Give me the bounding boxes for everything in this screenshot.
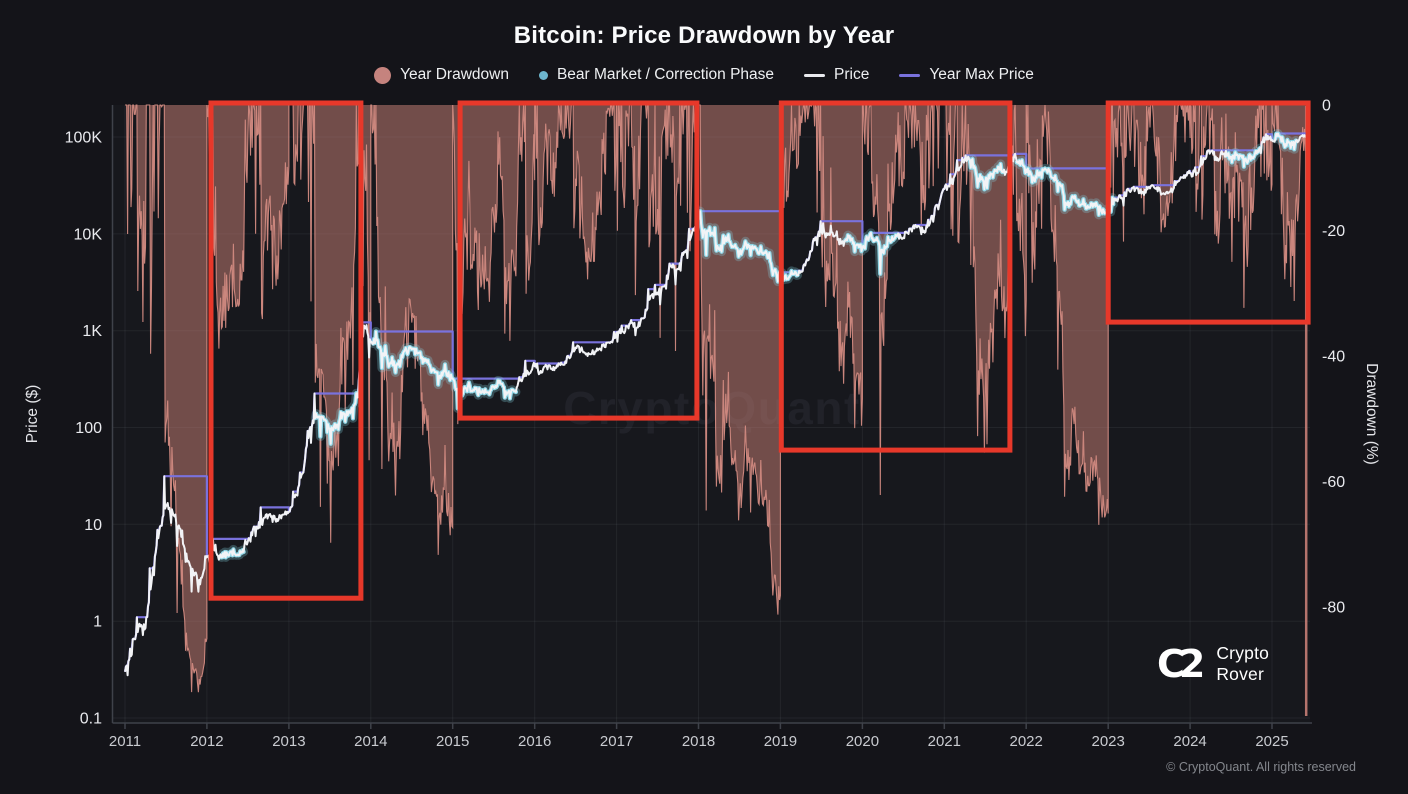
x-tick-label: 2022 [1010, 733, 1043, 750]
brand-name: Crypto Rover [1216, 643, 1269, 684]
price-tick-label: 10K [74, 226, 103, 243]
legend-item-price[interactable]: Price [804, 66, 869, 84]
legend-label: Price [834, 66, 870, 83]
x-tick-label: 2018 [682, 733, 715, 750]
price-tick-label: 100K [65, 130, 103, 147]
bear-market-highlight-box [457, 100, 700, 421]
x-tick-label: 2016 [518, 733, 551, 750]
bear-market-highlight-box [1105, 100, 1311, 325]
x-tick-label: 2013 [272, 733, 305, 750]
drawdown-tick-label: 0 [1322, 98, 1331, 115]
legend-label: Year Drawdown [400, 66, 509, 83]
x-tick-label: 2017 [600, 733, 633, 750]
x-tick-label: 2020 [846, 733, 879, 750]
price-tick-label: 100 [75, 420, 102, 437]
year-max-price-swatch-icon [899, 73, 921, 77]
chart-title: Bitcoin: Price Drawdown by Year [513, 22, 895, 49]
right-axis-title: Drawdown (%) [1363, 363, 1380, 465]
year-drawdown-swatch-icon [374, 66, 392, 84]
x-tick-label: 2015 [436, 733, 469, 750]
x-tick-label: 2024 [1173, 733, 1206, 750]
drawdown-tick-label: -40 [1322, 349, 1345, 366]
price-tick-label: 1 [93, 614, 102, 631]
x-tick-label: 2011 [109, 733, 141, 750]
drawdown-tick-label: -60 [1322, 474, 1345, 491]
legend-item-bear-market[interactable]: Bear Market / Correction Phase [538, 66, 775, 84]
drawdown-tick-label: -20 [1322, 223, 1345, 240]
x-tick-label: 2019 [764, 733, 797, 750]
x-tick-label: 2021 [928, 733, 961, 750]
x-tick-label: 2014 [354, 733, 387, 750]
chart-graphics: 2011 2012 2013 2014 2015 2016 2017 2018 2019 2020… [65, 98, 1346, 751]
x-tick-label: 2025 [1255, 733, 1288, 750]
left-axis-title: Price ($) [24, 385, 41, 444]
drawdown-tick-label: -80 [1322, 600, 1345, 617]
bear-market-swatch-icon [538, 70, 548, 80]
legend-label: Bear Market / Correction Phase [556, 66, 775, 83]
crypto-rover-logo-icon: C2 [1157, 641, 1205, 686]
price-swatch-icon [804, 73, 826, 77]
price-tick-label: 10 [84, 517, 102, 534]
bear-market-highlight-box [208, 100, 364, 601]
brand-lockup: C2 Crypto Rover [1157, 643, 1269, 684]
bear-market-highlight-box [778, 100, 1013, 453]
legend-label: Year Max Price [929, 66, 1034, 83]
legend-item-year-drawdown[interactable]: Year Drawdown [374, 66, 509, 84]
x-tick-label: 2023 [1092, 733, 1125, 750]
brand-name-line1: Crypto [1216, 643, 1270, 663]
legend-item-year-max-price[interactable]: Year Max Price [899, 66, 1034, 84]
brand-name-line2: Rover [1216, 663, 1265, 684]
price-tick-label: 0.1 [80, 711, 102, 728]
price-tick-label: 1K [82, 323, 102, 340]
legend: Year Drawdown Bear Market / Correction P… [0, 66, 1408, 84]
x-tick-label: 2012 [190, 733, 223, 750]
copyright-note: © CryptoQuant. All rights reserved [1166, 760, 1356, 774]
watermark: CryptoQuant [563, 382, 861, 434]
